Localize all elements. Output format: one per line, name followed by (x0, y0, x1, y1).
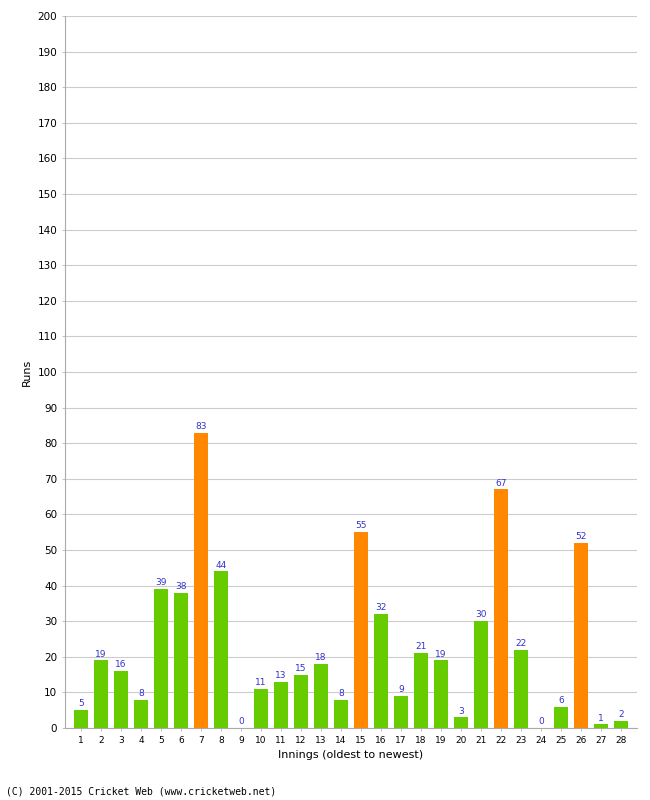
Bar (414, 654, 428, 728)
Text: 32: 32 (375, 603, 387, 612)
Text: 0: 0 (238, 718, 244, 726)
Text: 44: 44 (215, 561, 227, 570)
Text: 22: 22 (515, 639, 526, 648)
Bar (334, 699, 348, 728)
Text: 3: 3 (458, 706, 464, 715)
Text: 5: 5 (78, 699, 84, 709)
Text: 38: 38 (176, 582, 187, 591)
Text: 55: 55 (356, 522, 367, 530)
Text: 6: 6 (558, 696, 564, 705)
Text: 2: 2 (618, 710, 624, 719)
Bar (454, 718, 468, 728)
Text: 67: 67 (495, 478, 507, 488)
Bar (94, 660, 108, 728)
Bar (514, 650, 528, 728)
Bar (374, 614, 388, 728)
Bar (314, 664, 328, 728)
Text: 13: 13 (275, 671, 287, 680)
Text: 21: 21 (415, 642, 426, 651)
Bar (294, 674, 308, 728)
Text: 8: 8 (138, 689, 144, 698)
Bar (194, 433, 208, 728)
Bar (434, 660, 448, 728)
Text: 30: 30 (475, 610, 487, 619)
Text: 16: 16 (115, 660, 127, 670)
Text: 83: 83 (195, 422, 207, 430)
Bar (594, 725, 608, 728)
Text: 18: 18 (315, 653, 327, 662)
Text: 15: 15 (295, 664, 307, 673)
Bar (574, 543, 588, 728)
Bar (214, 571, 228, 728)
Text: 19: 19 (96, 650, 107, 658)
Text: 8: 8 (338, 689, 344, 698)
Bar (394, 696, 408, 728)
Bar (554, 706, 568, 728)
Text: 1: 1 (598, 714, 604, 722)
Y-axis label: Runs: Runs (22, 358, 32, 386)
Bar (134, 699, 148, 728)
Text: 39: 39 (155, 578, 167, 587)
Bar (74, 710, 88, 728)
Bar (174, 593, 188, 728)
Text: 19: 19 (436, 650, 447, 658)
Text: 9: 9 (398, 685, 404, 694)
Text: 52: 52 (575, 532, 587, 541)
Bar (474, 622, 488, 728)
Bar (614, 721, 628, 728)
Bar (274, 682, 288, 728)
Text: 11: 11 (255, 678, 266, 687)
Bar (354, 532, 368, 728)
Bar (154, 589, 168, 728)
Text: 0: 0 (538, 718, 544, 726)
Bar (254, 689, 268, 728)
Text: (C) 2001-2015 Cricket Web (www.cricketweb.net): (C) 2001-2015 Cricket Web (www.cricketwe… (6, 786, 277, 796)
Bar (494, 490, 508, 728)
X-axis label: Innings (oldest to newest): Innings (oldest to newest) (278, 750, 424, 760)
Bar (114, 671, 128, 728)
